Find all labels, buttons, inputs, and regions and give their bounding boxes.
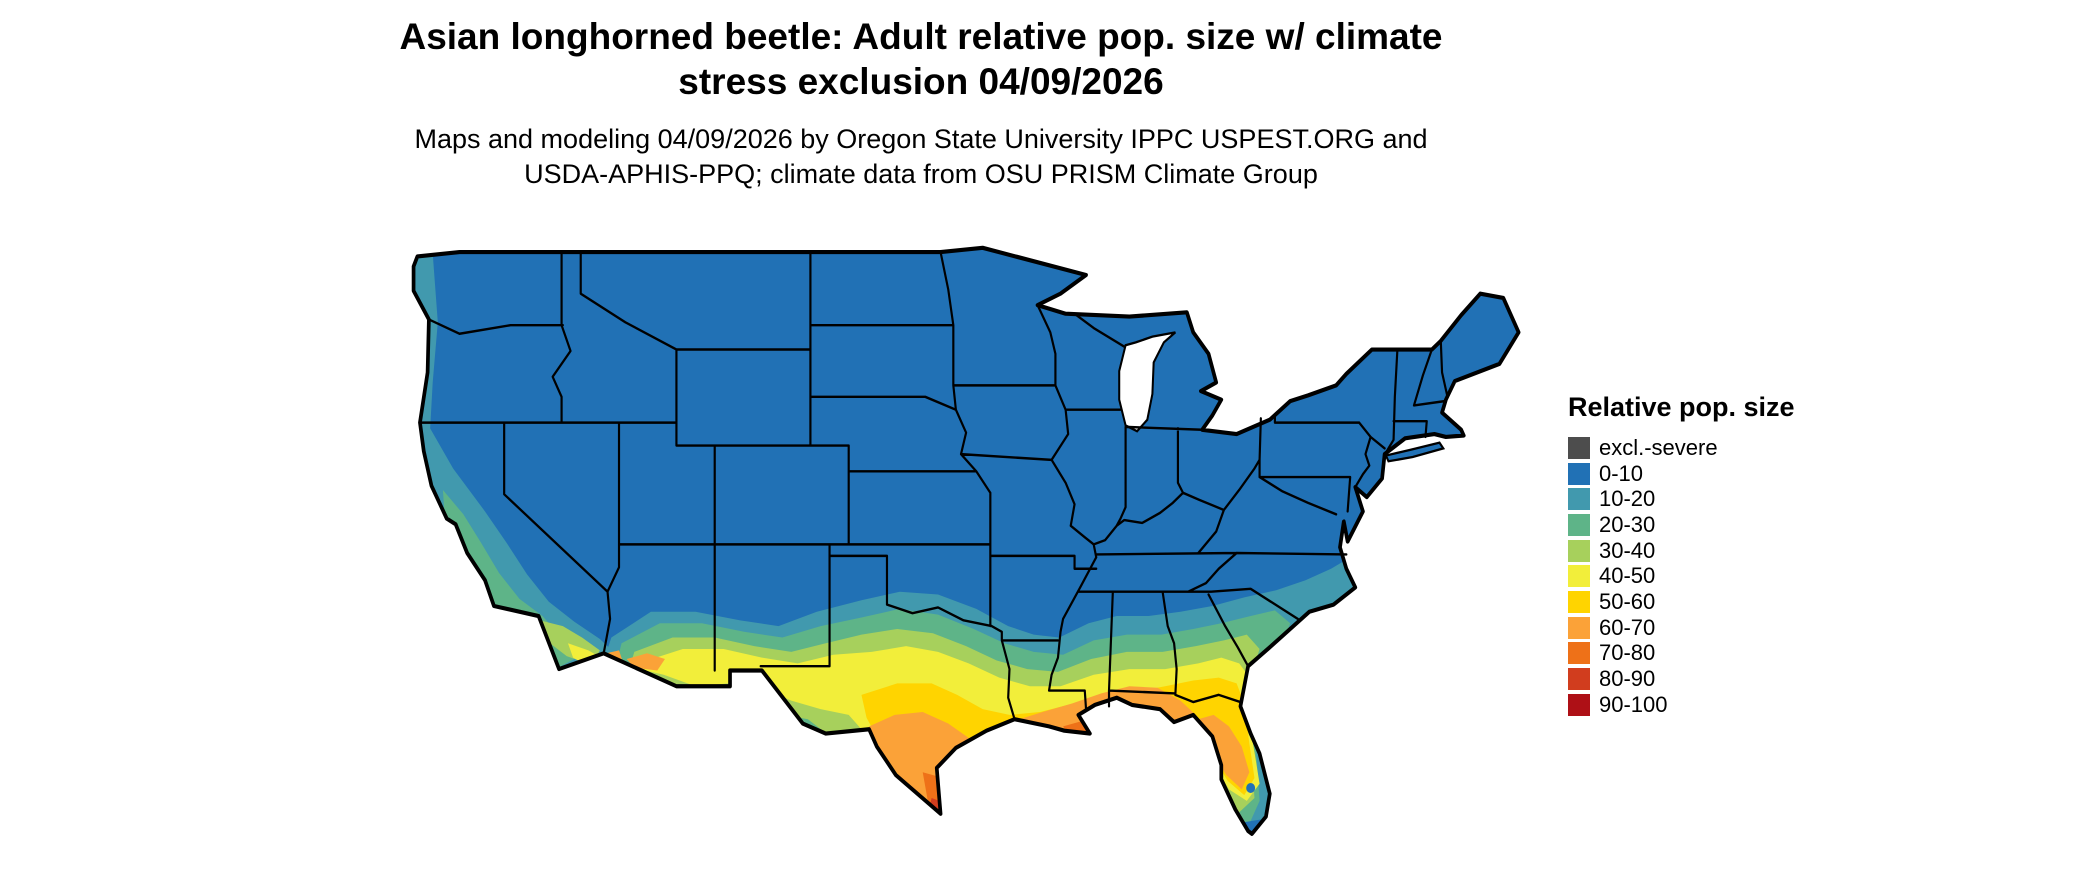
legend-label: 40-50 (1599, 563, 1656, 589)
legend-swatch (1568, 642, 1590, 665)
legend-row: 10-20 (1568, 486, 1868, 512)
legend-row: 70-80 (1568, 641, 1868, 667)
header: Asian longhorned beetle: Adult relative … (0, 14, 1842, 191)
legend-swatch (1568, 539, 1590, 562)
legend-swatch (1568, 565, 1590, 588)
legend-swatch (1568, 668, 1590, 691)
legend-row: 40-50 (1568, 563, 1868, 589)
subtitle-line-2: USDA-APHIS-PPQ; climate data from OSU PR… (524, 158, 1318, 189)
legend-row: 50-60 (1568, 589, 1868, 615)
legend-label: 0-10 (1599, 460, 1644, 486)
land-base (413, 247, 1519, 834)
country-outline (411, 245, 1521, 836)
lake-okeechobee (1246, 782, 1256, 794)
legend-row: 90-100 (1568, 692, 1868, 718)
region-arizona-60-70 (606, 650, 665, 671)
legend-label: 90-100 (1599, 691, 1668, 717)
us-map (300, 222, 1525, 884)
legend-swatch (1568, 488, 1590, 511)
legend-swatch (1568, 436, 1590, 459)
legend-label: excl.-severe (1599, 434, 1718, 460)
page-title: Asian longhorned beetle: Adult relative … (0, 14, 1842, 104)
lake-michigan (1118, 331, 1176, 433)
legend-label: 60-70 (1599, 614, 1656, 640)
legend-label: 50-60 (1599, 588, 1656, 614)
region-south-texas-60-70 (869, 712, 969, 819)
legend-label: 30-40 (1599, 537, 1656, 563)
legend-swatch (1568, 462, 1590, 485)
legend-label: 20-30 (1599, 511, 1656, 537)
subtitle-line-1: Maps and modeling 04/09/2026 by Oregon S… (414, 124, 1428, 155)
legend-label: 10-20 (1599, 486, 1656, 512)
legend-row: 20-30 (1568, 512, 1868, 538)
legend-items: excl.-severe 0-10 10-20 20-30 30-40 40-50 50-6… (1568, 435, 1868, 718)
legend-row: 80-90 (1568, 666, 1868, 692)
legend-label: 70-80 (1599, 640, 1656, 666)
legend-row: 60-70 (1568, 615, 1868, 641)
legend: Relative pop. size excl.-severe 0-10 10-20… (1568, 392, 1868, 718)
legend-title: Relative pop. size (1568, 392, 1795, 422)
subtitle: Maps and modeling 04/09/2026 by Oregon S… (0, 122, 1842, 191)
legend-label: 80-90 (1599, 666, 1656, 692)
legend-row: 30-40 (1568, 538, 1868, 564)
legend-swatch (1568, 616, 1590, 639)
title-line-1: Asian longhorned beetle: Adult relative … (399, 16, 1443, 57)
legend-swatch (1568, 513, 1590, 536)
legend-row: 0-10 (1568, 461, 1868, 487)
long-island (1384, 441, 1446, 463)
state-borders (418, 250, 1449, 721)
legend-swatch (1568, 590, 1590, 613)
title-line-2: stress exclusion 04/09/2026 (678, 61, 1164, 103)
legend-row: excl.-severe (1568, 435, 1868, 461)
legend-swatch (1568, 693, 1590, 716)
